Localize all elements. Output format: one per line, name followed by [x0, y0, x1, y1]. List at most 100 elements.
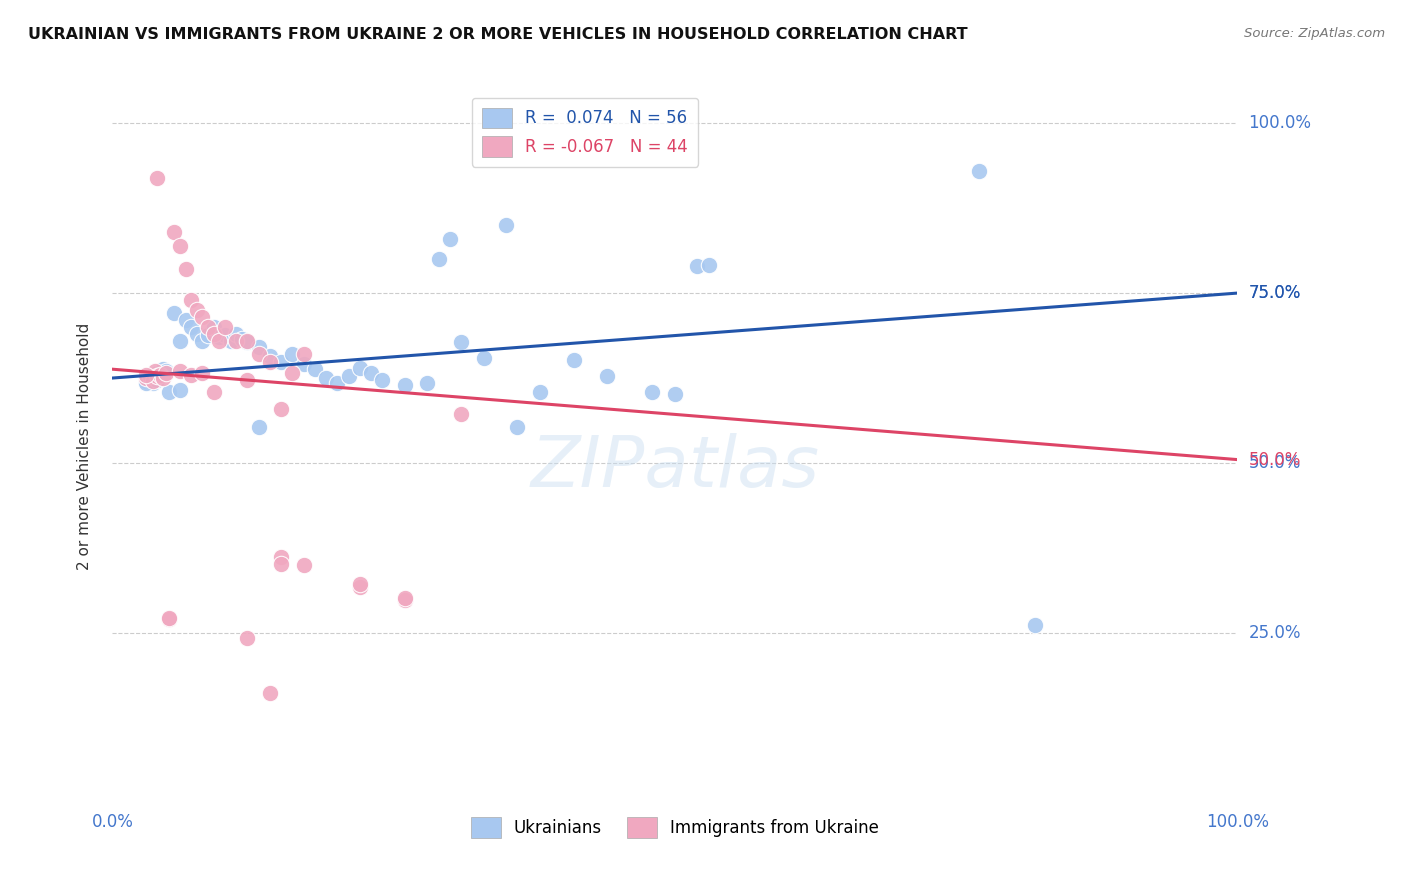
Point — [259, 349, 281, 363]
Point — [686, 259, 709, 273]
Point — [138, 369, 160, 384]
Point — [596, 369, 619, 384]
Point — [394, 377, 416, 392]
Point — [439, 232, 461, 246]
Point — [191, 334, 214, 348]
Point — [186, 326, 208, 341]
Point — [191, 310, 214, 324]
Point — [208, 334, 231, 348]
Point — [562, 352, 585, 367]
Point — [146, 366, 169, 380]
Point — [146, 170, 169, 185]
Point — [142, 376, 165, 390]
Point — [180, 320, 202, 334]
Point — [163, 225, 186, 239]
Point — [155, 366, 177, 380]
Text: UKRAINIAN VS IMMIGRANTS FROM UKRAINE 2 OR MORE VEHICLES IN HOUSEHOLD CORRELATION: UKRAINIAN VS IMMIGRANTS FROM UKRAINE 2 O… — [28, 27, 967, 42]
Point — [394, 591, 416, 605]
Point — [394, 593, 416, 607]
Point — [197, 328, 219, 343]
Point — [155, 364, 177, 378]
Point — [225, 326, 247, 341]
Point — [169, 364, 191, 378]
Point — [186, 303, 208, 318]
Point — [495, 218, 517, 232]
Point — [236, 632, 259, 646]
Point — [349, 580, 371, 594]
Text: Source: ZipAtlas.com: Source: ZipAtlas.com — [1244, 27, 1385, 40]
Point — [281, 347, 304, 361]
Text: 75.0%: 75.0% — [1249, 284, 1301, 302]
Point — [371, 373, 394, 387]
Point — [259, 686, 281, 700]
Point — [174, 262, 197, 277]
Point — [270, 355, 292, 369]
Point — [157, 384, 180, 399]
Point — [270, 557, 292, 571]
Point — [202, 320, 225, 334]
Point — [236, 334, 259, 349]
Point — [149, 368, 172, 382]
Point — [202, 384, 225, 399]
Point — [529, 384, 551, 399]
Point — [292, 358, 315, 372]
Text: 25.0%: 25.0% — [1249, 624, 1301, 642]
Point — [169, 334, 191, 348]
Point — [225, 334, 247, 348]
Point — [1024, 617, 1046, 632]
Point — [142, 375, 165, 389]
Point — [135, 371, 157, 385]
Point — [149, 369, 172, 384]
Point — [152, 362, 174, 376]
Point — [337, 369, 360, 384]
Point — [143, 364, 166, 378]
Text: 50.0%: 50.0% — [1249, 450, 1301, 468]
Point — [236, 334, 259, 348]
Point — [214, 328, 236, 343]
Point — [281, 366, 304, 380]
Point — [135, 375, 157, 389]
Text: 75.0%: 75.0% — [1249, 284, 1301, 302]
Point — [349, 577, 371, 591]
Point — [214, 320, 236, 334]
Point — [270, 401, 292, 416]
Text: ZIPatlas: ZIPatlas — [530, 433, 820, 502]
Point — [360, 366, 382, 380]
Point — [146, 373, 169, 387]
Point — [146, 369, 169, 384]
Point — [506, 420, 529, 434]
Point — [180, 293, 202, 307]
Point — [472, 351, 495, 365]
Point — [349, 360, 371, 375]
Point — [157, 612, 180, 626]
Point — [157, 611, 180, 625]
Point — [143, 368, 166, 382]
Point — [259, 355, 281, 369]
Point — [292, 558, 315, 572]
Point — [169, 383, 191, 397]
Point — [427, 252, 450, 266]
Point — [163, 306, 186, 320]
Point — [326, 376, 349, 390]
Point — [197, 320, 219, 334]
Legend: Ukrainians, Immigrants from Ukraine: Ukrainians, Immigrants from Ukraine — [464, 811, 886, 845]
Point — [292, 347, 315, 361]
Point — [450, 407, 472, 421]
Point — [247, 347, 270, 361]
Point — [135, 376, 157, 390]
Point — [138, 371, 160, 385]
Point — [219, 334, 242, 348]
Point — [247, 420, 270, 434]
Point — [191, 366, 214, 380]
Point — [135, 368, 157, 382]
Text: 100.0%: 100.0% — [1249, 114, 1312, 132]
Point — [967, 163, 990, 178]
Point — [664, 386, 686, 401]
Point — [180, 368, 202, 382]
Point — [270, 549, 292, 564]
Point — [202, 326, 225, 341]
Y-axis label: 2 or more Vehicles in Household: 2 or more Vehicles in Household — [77, 322, 91, 570]
Point — [174, 313, 197, 327]
Point — [416, 376, 439, 390]
Point — [641, 384, 664, 399]
